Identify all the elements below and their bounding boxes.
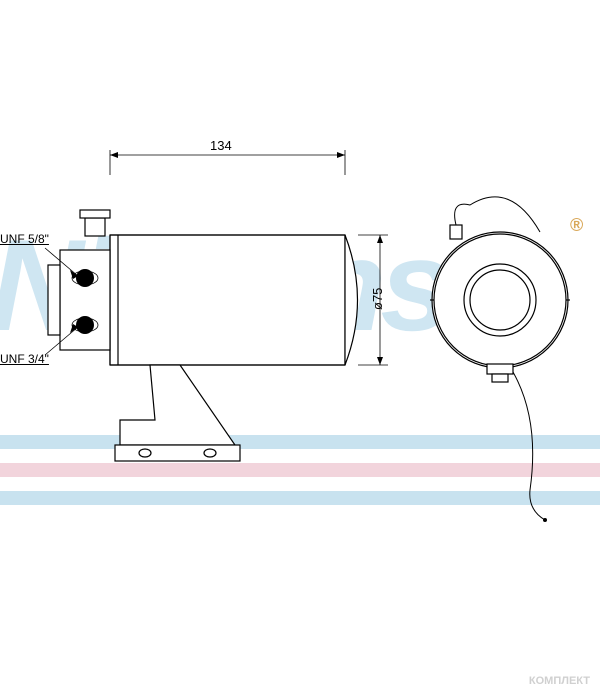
port-top-label: UNF 5/8" [0, 232, 49, 246]
dim-length [110, 150, 345, 175]
cylinder-side [110, 235, 358, 365]
cylinder-left-end [48, 210, 110, 350]
cylinder-end-view [430, 197, 570, 522]
port-bottom-label: UNF 3/4" [0, 352, 49, 366]
dim-length-label: 134 [210, 138, 232, 153]
technical-drawing [0, 0, 600, 695]
mount-bracket [115, 365, 240, 461]
dim-diameter-label: ø75 [370, 288, 385, 310]
footer-brand: КОМПЛЕКТ [529, 675, 590, 687]
